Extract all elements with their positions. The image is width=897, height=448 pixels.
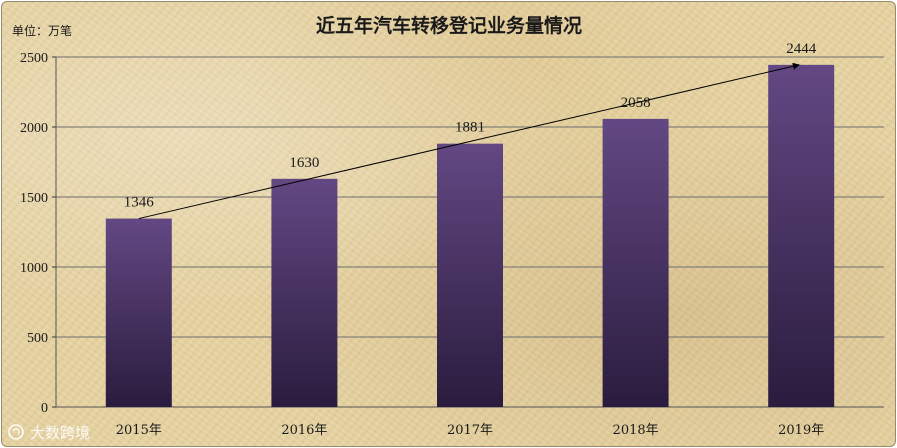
trend-arrow-group	[138, 62, 800, 220]
y-tick-label: 2500	[20, 51, 48, 66]
y-tick-label: 1500	[20, 191, 48, 206]
trend-arrow	[138, 62, 800, 220]
x-tick-label: 2019年	[778, 423, 824, 438]
spiral-logo-icon	[8, 424, 24, 440]
chart-title: 近五年汽车转移登记业务量情况	[316, 14, 582, 37]
data-labels: 13461630188120582444	[124, 41, 817, 211]
bar	[437, 143, 503, 407]
x-tick-label: 2018年	[613, 423, 659, 438]
unit-label: 单位：万笔	[12, 23, 72, 38]
watermark: 大数跨境	[8, 424, 90, 442]
axes: 0 500 1000 1500 2000 2500 2015年 2016年 2017年 2018年…	[20, 51, 884, 438]
data-label: 1346	[124, 195, 155, 211]
x-tick-label: 2015年	[116, 423, 162, 438]
bar	[602, 118, 669, 407]
y-tick-label: 2000	[20, 121, 48, 136]
watermark-text: 大数跨境	[30, 424, 90, 442]
y-tick-label: 0	[41, 401, 48, 416]
x-tick-label: 2017年	[447, 423, 493, 438]
bars	[105, 64, 835, 407]
y-tick-label: 1000	[20, 261, 48, 276]
bar	[768, 64, 835, 407]
data-label: 1630	[289, 155, 319, 171]
data-label: 2444	[786, 41, 817, 57]
y-tick-label: 500	[27, 331, 48, 346]
bar	[105, 218, 172, 407]
bar	[271, 178, 338, 407]
data-label: 1881	[455, 120, 485, 136]
x-tick-label: 2016年	[281, 423, 327, 438]
